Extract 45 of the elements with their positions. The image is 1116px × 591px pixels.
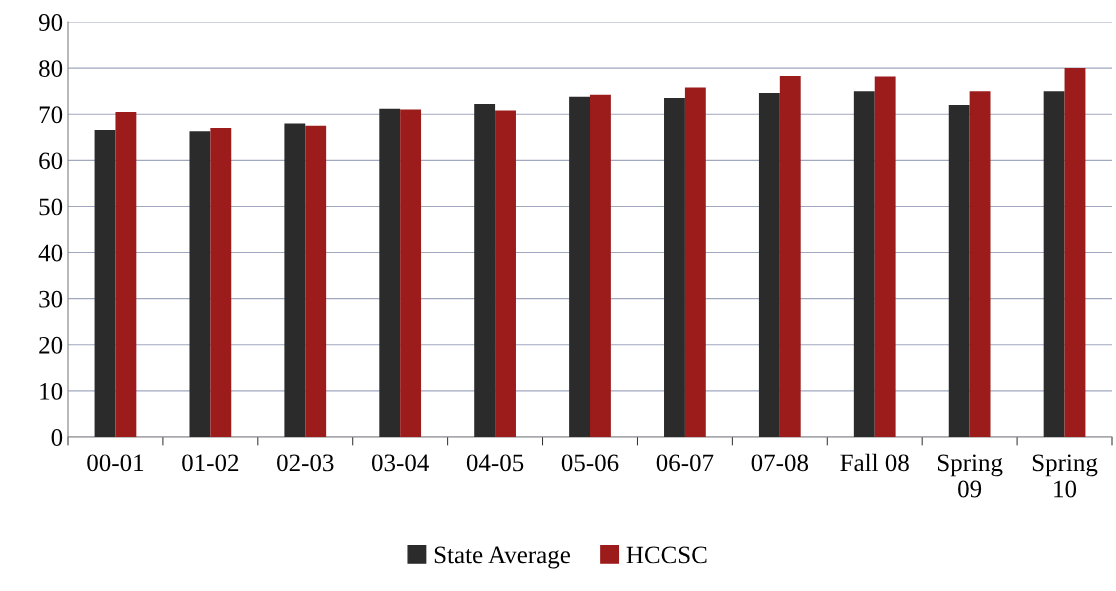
x-tick-label: 07-08 [751,454,809,472]
bar [400,109,422,437]
x-tick-label: 02-03 [277,454,334,472]
bar [590,94,611,437]
y-tick-label: 80 [39,60,63,78]
bar [305,125,327,437]
x-tick-label: Spring 10 [1032,454,1098,498]
bar [1043,91,1065,437]
y-tick-label: 20 [39,336,63,354]
bar [210,128,232,437]
y-tick-label: 10 [40,382,63,400]
x-tick-label: 00-01 [87,454,144,472]
bar [495,110,516,437]
x-tick-label: Fall 08 [840,453,909,472]
x-tick-label: 05-06 [561,454,619,472]
y-tick-label: 90 [38,14,63,31]
bar [969,91,991,437]
bar [874,76,896,437]
bar [115,111,137,437]
legend-label: HCCSC [626,546,707,564]
y-tick-label: 60 [39,152,63,170]
bar [853,91,875,437]
x-tick-label: 03-04 [371,454,429,472]
y-tick-label: 70 [39,106,63,124]
y-tick-label: 30 [39,290,63,308]
bar [684,87,706,437]
legend-label: State Average [434,546,570,569]
bar [284,123,306,437]
bar [569,96,590,437]
bar [779,75,801,437]
bar [474,104,496,437]
bar [189,131,211,437]
bar [664,98,685,437]
y-tick-label: 0 [51,429,63,446]
x-tick-label: 01-02 [182,454,239,472]
x-tick-label: 04-05 [466,454,524,472]
x-tick-label: 06-07 [656,454,714,472]
bar [948,105,970,437]
y-tick-label: 50 [39,198,63,216]
bar [758,93,780,437]
bar [94,129,116,437]
bar [1064,68,1086,437]
x-tick-label: Spring 09 [937,454,1003,498]
bar [379,108,401,437]
y-tick-label: 40 [38,244,63,262]
